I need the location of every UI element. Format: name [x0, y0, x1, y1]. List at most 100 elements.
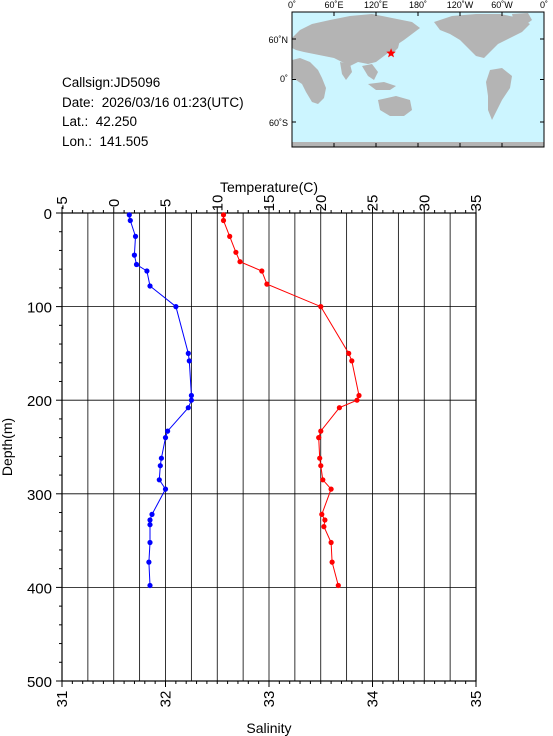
depth-tick-label: 400 — [27, 580, 52, 597]
longitude-text: Lon.: 141.505 — [62, 133, 149, 149]
salinity-point — [173, 304, 179, 310]
temperature-point — [318, 304, 324, 310]
station-info: Callsign:JD5096 Date: 2026/03/16 01:23(U… — [62, 73, 244, 151]
temperature-point — [329, 559, 335, 565]
map-lat-label-60s: 60˚S — [269, 118, 288, 128]
salinity-point — [162, 435, 169, 441]
salinity-tick-label: 31 — [54, 691, 71, 708]
temperature-point — [319, 511, 325, 517]
temperature-point — [321, 524, 327, 530]
temperature-tick-label: 5 — [158, 199, 175, 207]
station-marker — [386, 48, 396, 58]
temperature-point — [317, 455, 323, 461]
salinity-point — [158, 455, 164, 461]
location-map: 0˚ 60˚E 120˚E 180˚ 120˚W 60˚W 0˚ 60˚N 0˚… — [268, 0, 548, 148]
series-layer — [126, 212, 362, 589]
temperature-point — [237, 259, 243, 265]
temperature-tick-label: -5 — [54, 196, 71, 209]
temperature-tick-label: 30 — [416, 195, 433, 212]
salinity-point — [144, 268, 150, 274]
temperature-point — [264, 281, 270, 287]
salinity-tick-label: 35 — [468, 691, 485, 708]
salinity-point — [147, 283, 153, 289]
temperature-point — [335, 582, 341, 589]
temperature-tick-label: 25 — [365, 195, 382, 212]
map-lat-label-60n: 60˚N — [268, 35, 288, 45]
map-tick-marks — [291, 12, 545, 147]
profile-chart: -5 0 5 10 15 20 25 30 35 31 32 33 34 35 010020030040… — [0, 179, 485, 736]
map-lon-label-120w: 120˚W — [447, 0, 474, 10]
depth-axis-label: Depth(m) — [0, 418, 15, 476]
temperature-point — [316, 435, 322, 441]
map-land — [292, 13, 544, 147]
temperature-point — [318, 428, 324, 434]
depth-axis: 0 100 200 300 400 500 — [27, 206, 62, 691]
salinity-point — [185, 350, 191, 356]
temperature-tick-label: 20 — [313, 195, 330, 212]
temperature-point — [356, 392, 362, 399]
temperature-tick-label: 0 — [106, 199, 123, 207]
temperature-point — [322, 517, 328, 523]
salinity-tick-label: 33 — [261, 691, 278, 708]
map-lon-label-180: 180˚ — [409, 0, 427, 10]
map-lon-label-60e: 60˚E — [324, 0, 343, 10]
depth-tick-label: 300 — [27, 487, 52, 504]
temperature-point — [220, 212, 227, 218]
land-se-asia — [362, 64, 378, 80]
salinity-axis-label: Salinity — [246, 720, 291, 736]
map-lat-label-0: 0˚ — [280, 74, 288, 84]
temperature-point — [354, 397, 360, 403]
land-south-america — [486, 68, 512, 120]
temperature-point — [346, 350, 352, 356]
salinity-point — [165, 428, 171, 434]
salinity-point — [185, 405, 191, 411]
latitude-text: Lat.: 42.250 — [62, 114, 138, 129]
salinity-point — [133, 261, 140, 268]
land-africa — [292, 58, 326, 104]
temperature-point — [233, 249, 239, 255]
land-japan — [390, 36, 400, 52]
salinity-point — [186, 358, 192, 364]
temperature-point — [318, 463, 324, 469]
depth-tick-label: 100 — [27, 300, 52, 317]
temperature-tick-label: 15 — [261, 195, 278, 212]
temperature-point — [259, 268, 265, 274]
salinity-point — [149, 511, 155, 517]
depth-tick-label: 0 — [44, 206, 52, 223]
temperature-point — [328, 539, 334, 546]
land-india — [340, 62, 352, 80]
land-indonesia — [368, 82, 396, 90]
temperature-point — [220, 217, 227, 224]
temperature-point — [349, 358, 355, 364]
temperature-tick-label: 10 — [209, 195, 226, 212]
salinity-point — [132, 233, 139, 239]
salinity-tick-label: 32 — [158, 691, 175, 708]
temperature-axis: -5 0 5 10 15 20 25 30 35 — [54, 195, 485, 213]
salinity-axis: 31 32 33 34 35 — [54, 681, 485, 707]
salinity-point — [162, 486, 169, 492]
temperature-point — [227, 233, 233, 239]
temperature-point — [320, 477, 326, 483]
map-lon-label-120e: 120˚E — [364, 0, 388, 10]
depth-tick-label: 200 — [27, 393, 52, 410]
map-lon-label-0: 0˚ — [288, 0, 296, 10]
salinity-point — [157, 463, 163, 469]
date-text: Date: 2026/03/16 01:23(UTC) — [62, 94, 244, 110]
callsign-text: Callsign:JD5096 — [62, 75, 161, 90]
salinity-point — [188, 392, 194, 399]
salinity-point — [147, 539, 153, 546]
salinity-tick-label: 34 — [365, 691, 382, 708]
depth-tick-label: 500 — [27, 674, 52, 691]
temperature-point — [328, 486, 334, 492]
salinity-point — [147, 517, 153, 523]
salinity-point — [127, 217, 133, 224]
salinity-point — [147, 582, 153, 589]
land-north-america — [434, 14, 530, 58]
salinity-point — [131, 252, 137, 258]
series-salinity — [126, 212, 194, 589]
series-temperature — [220, 212, 362, 589]
temperature-axis-label: Temperature(C) — [220, 179, 318, 195]
salinity-point — [126, 212, 132, 218]
land-greenland — [512, 13, 532, 26]
temperature-point — [336, 405, 342, 411]
